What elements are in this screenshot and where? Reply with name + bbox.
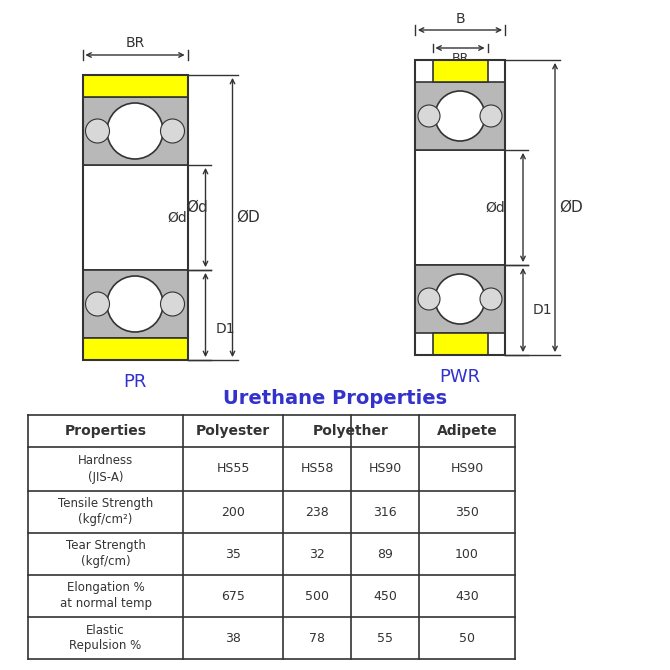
- Text: Elongation %
at normal temp: Elongation % at normal temp: [60, 582, 151, 610]
- Text: Ød: Ød: [168, 210, 188, 224]
- Circle shape: [107, 276, 163, 332]
- Bar: [82, 270, 188, 338]
- Text: 100: 100: [455, 547, 479, 561]
- Bar: [433, 60, 488, 82]
- Circle shape: [418, 105, 440, 127]
- Circle shape: [161, 292, 184, 316]
- Circle shape: [161, 119, 184, 143]
- Text: 450: 450: [373, 590, 397, 602]
- Text: Tensile Strength
(kgf/cm²): Tensile Strength (kgf/cm²): [58, 498, 153, 527]
- Circle shape: [435, 91, 485, 141]
- Text: 238: 238: [305, 505, 329, 519]
- Text: PR: PR: [123, 373, 147, 391]
- Text: Urethane Properties: Urethane Properties: [223, 389, 447, 407]
- Text: Polyester: Polyester: [196, 424, 270, 438]
- Circle shape: [107, 103, 163, 159]
- Circle shape: [418, 288, 440, 310]
- Text: Polyether: Polyether: [313, 424, 389, 438]
- Text: Elastic
Repulsion %: Elastic Repulsion %: [70, 624, 141, 653]
- Circle shape: [86, 292, 109, 316]
- Text: 78: 78: [309, 632, 325, 645]
- Bar: [415, 150, 505, 265]
- Bar: [82, 165, 188, 270]
- Text: HS90: HS90: [450, 462, 484, 476]
- Circle shape: [435, 274, 485, 324]
- Bar: [82, 338, 188, 360]
- Text: Ød: Ød: [187, 200, 208, 215]
- Text: HS90: HS90: [369, 462, 401, 476]
- Circle shape: [86, 119, 109, 143]
- Text: Hardness
(JIS-A): Hardness (JIS-A): [78, 454, 133, 484]
- Text: PWR: PWR: [440, 368, 480, 386]
- Bar: [415, 265, 505, 333]
- Text: ØD: ØD: [237, 210, 261, 225]
- Text: 200: 200: [221, 505, 245, 519]
- Text: 35: 35: [225, 547, 241, 561]
- Circle shape: [480, 288, 502, 310]
- Text: 32: 32: [309, 547, 325, 561]
- Bar: [415, 82, 505, 150]
- Text: HS58: HS58: [300, 462, 334, 476]
- Bar: [82, 75, 188, 97]
- Text: D1: D1: [216, 322, 235, 336]
- Text: ØD: ØD: [559, 200, 583, 215]
- Text: 500: 500: [305, 590, 329, 602]
- Bar: [433, 333, 488, 355]
- Text: 430: 430: [455, 590, 479, 602]
- Text: 55: 55: [377, 632, 393, 645]
- Text: HS55: HS55: [216, 462, 250, 476]
- Text: D1: D1: [533, 303, 553, 317]
- Circle shape: [480, 105, 502, 127]
- Text: 675: 675: [221, 590, 245, 602]
- Text: BR: BR: [452, 52, 469, 64]
- Text: Tear Strength
(kgf/cm): Tear Strength (kgf/cm): [66, 539, 145, 569]
- Text: BR: BR: [125, 36, 145, 50]
- Text: 38: 38: [225, 632, 241, 645]
- Bar: [415, 60, 505, 355]
- Text: Adipete: Adipete: [437, 424, 497, 438]
- Bar: [82, 97, 188, 165]
- Text: B: B: [455, 12, 465, 26]
- Text: 89: 89: [377, 547, 393, 561]
- Text: Ød: Ød: [485, 200, 505, 214]
- Text: Properties: Properties: [64, 424, 147, 438]
- Bar: [82, 75, 188, 360]
- Text: 350: 350: [455, 505, 479, 519]
- Text: 316: 316: [373, 505, 397, 519]
- Text: 50: 50: [459, 632, 475, 645]
